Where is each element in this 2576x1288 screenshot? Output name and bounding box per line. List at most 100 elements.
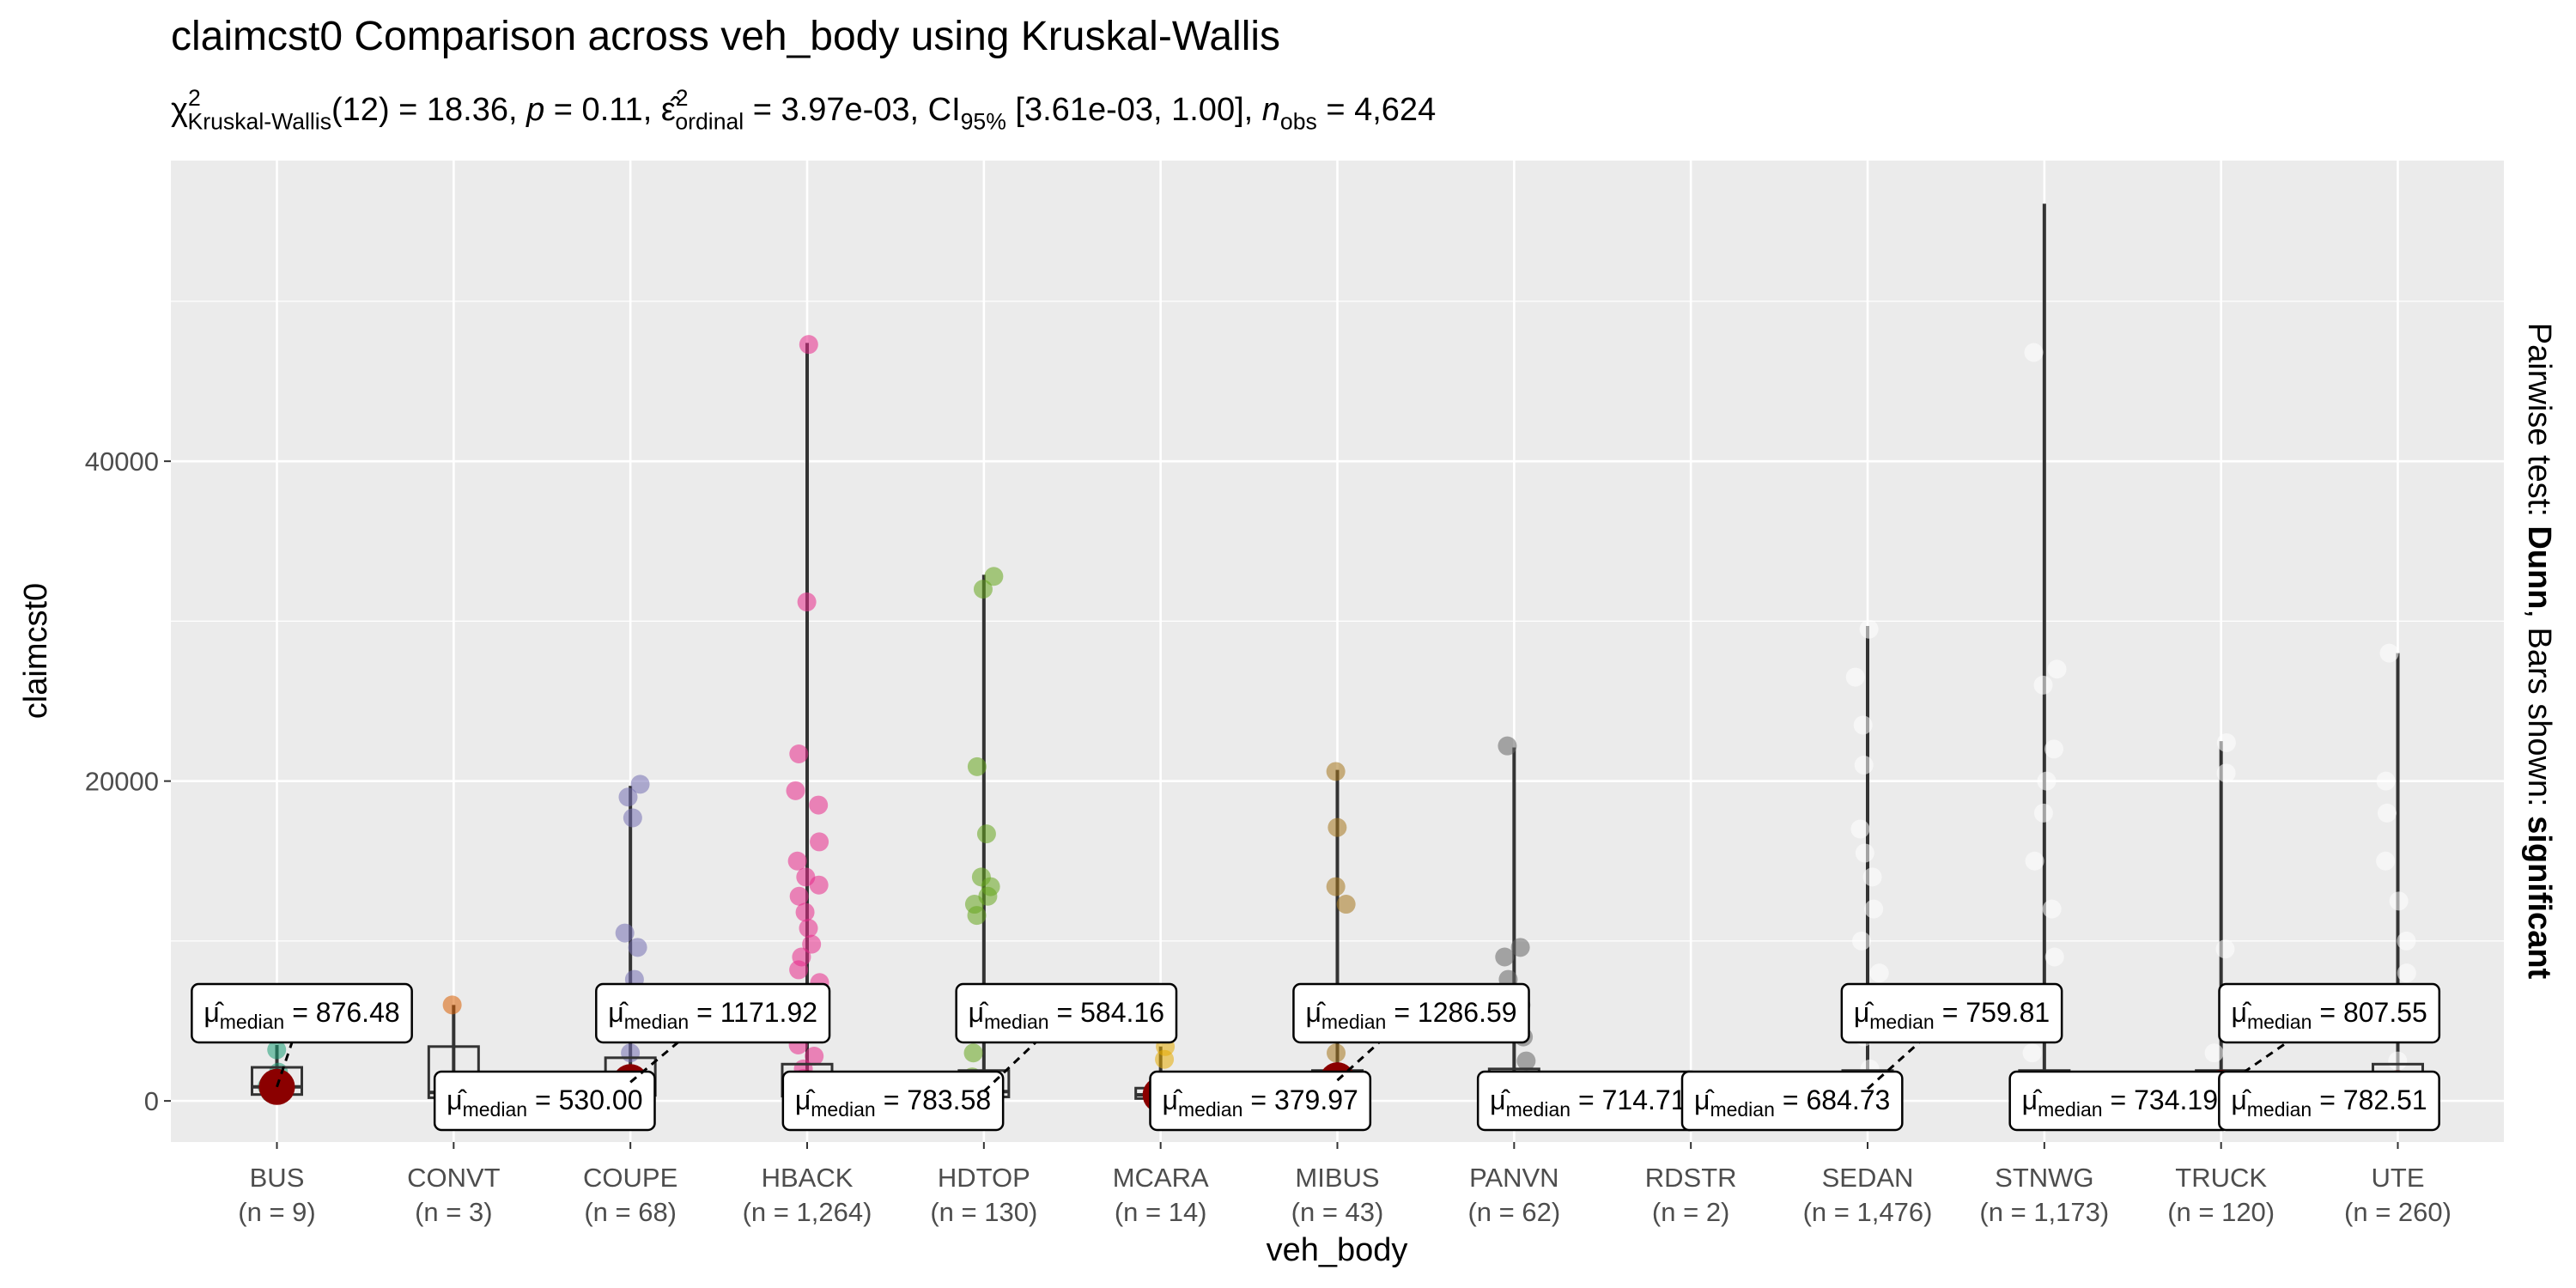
data-point [1845, 667, 1865, 687]
data-point [1850, 819, 1870, 839]
median-label-text: μ̂median = 782.51 [2231, 1084, 2427, 1121]
data-point [1864, 899, 1884, 919]
text-part: p [526, 92, 544, 128]
x-tick-label: BUS [250, 1163, 305, 1193]
data-point [786, 781, 805, 800]
median-label: μ̂median = 1171.92 [595, 982, 831, 1044]
data-point [630, 775, 650, 794]
median-value: = 876.48 [292, 997, 399, 1028]
median-value: = 379.97 [1250, 1084, 1358, 1115]
data-point [628, 938, 647, 957]
y-axis-title: claimcst0 [18, 583, 54, 719]
label-connector [982, 1012, 1067, 1093]
data-point [967, 756, 987, 776]
data-point [1495, 947, 1515, 967]
data-point [963, 1043, 983, 1063]
data-point [789, 960, 809, 980]
median-subscript: median [1178, 1098, 1242, 1121]
median-label: μ̂median = 759.81 [1840, 982, 2063, 1044]
data-point [2044, 739, 2064, 759]
median-label: μ̂median = 1286.59 [1292, 982, 1530, 1044]
median-label-text: μ̂median = 530.00 [447, 1084, 642, 1121]
data-point [2388, 1051, 2408, 1071]
median-label: μ̂median = 876.48 [191, 982, 413, 1044]
text-part: significant [2521, 816, 2557, 979]
x-tick-count: (n = 62) [1467, 1197, 1560, 1227]
data-point [267, 1040, 287, 1060]
data-point [2047, 659, 2067, 679]
data-point [1498, 736, 1517, 756]
text-part: Dunn [2521, 526, 2557, 609]
median-subscript: median [1506, 1098, 1571, 1121]
median-value: = 1171.92 [696, 997, 817, 1028]
text-part: [3.61e-03, 1.00], [1006, 92, 1262, 128]
median-label-box [595, 982, 831, 1044]
data-point [2204, 1043, 2224, 1063]
data-point [615, 923, 635, 943]
text-part: 2 [676, 85, 689, 111]
data-point [1155, 1049, 1175, 1069]
pairwise-caption: Pairwise test: Dunn, Bars shown: signifi… [2521, 323, 2557, 980]
data-point [967, 906, 987, 926]
median-label-text: μ̂median = 684.73 [1694, 1084, 1890, 1121]
data-point [618, 787, 638, 807]
x-tick-label: SEDAN [1822, 1163, 1914, 1193]
median-value: = 714.71 [1578, 1084, 1686, 1115]
data-point [1336, 895, 1356, 914]
data-point [809, 795, 829, 815]
text-part: obs [1280, 109, 1317, 135]
data-point [1510, 938, 1530, 957]
median-label-box [1292, 982, 1530, 1044]
data-point [984, 567, 1004, 586]
y-tick-label: 20000 [85, 767, 159, 797]
data-point [809, 875, 829, 895]
median-label-box [2218, 1070, 2440, 1132]
median-label: μ̂median = 530.00 [433, 1070, 656, 1132]
median-subscript: median [220, 1011, 284, 1033]
x-tick-label: HDTOP [938, 1163, 1030, 1193]
y-tick-label: 0 [144, 1086, 159, 1116]
data-point [789, 886, 809, 906]
text-part: = 0.11, [544, 92, 661, 128]
median-subscript: median [1869, 1011, 1934, 1033]
median-subscript: median [463, 1098, 527, 1121]
median-subscript: median [2247, 1098, 2312, 1121]
x-tick-label: HBACK [762, 1163, 854, 1193]
x-tick-label: STNWG [1995, 1163, 2093, 1193]
data-point [2044, 947, 2064, 967]
median-subscript: median [1321, 1011, 1386, 1033]
median-label: μ̂median = 379.97 [1149, 1070, 1372, 1132]
y-tick-label: 40000 [85, 447, 159, 477]
median-label-box [1149, 1070, 1372, 1132]
median-label: μ̂median = 684.73 [1680, 1070, 1904, 1132]
data-point [2037, 771, 2057, 791]
data-point [2377, 803, 2397, 823]
data-point [799, 918, 818, 938]
text-part: 95% [961, 109, 1006, 135]
data-point [1854, 756, 1874, 775]
text-part: Kruskal-Wallis [188, 109, 331, 135]
median-value: = 1286.59 [1394, 997, 1516, 1028]
median-subscript: median [984, 1011, 1048, 1033]
median-label-box [433, 1070, 656, 1132]
median-label-box [955, 982, 1178, 1044]
data-point [1327, 1043, 1346, 1063]
data-point [1862, 867, 1882, 887]
x-tick-count: (n = 2) [1652, 1197, 1729, 1227]
chart-title: claimcst0 Comparison across veh_body usi… [171, 14, 1280, 59]
data-point [2379, 643, 2399, 663]
x-tick-count: (n = 43) [1291, 1197, 1384, 1227]
data-point [2397, 963, 2416, 983]
data-point [1869, 963, 1889, 983]
data-point [2033, 675, 2053, 695]
x-tick-count: (n = 9) [238, 1197, 315, 1227]
x-tick-label: RDSTR [1645, 1163, 1737, 1193]
median-label-box [781, 1070, 1005, 1132]
median-label-text: μ̂median = 714.71 [1490, 1084, 1686, 1121]
data-point [1852, 931, 1872, 951]
median-label-text: μ̂median = 783.58 [795, 1084, 991, 1121]
data-point [442, 995, 462, 1015]
median-subscript: median [2247, 1011, 2312, 1033]
data-point [1326, 762, 1346, 781]
